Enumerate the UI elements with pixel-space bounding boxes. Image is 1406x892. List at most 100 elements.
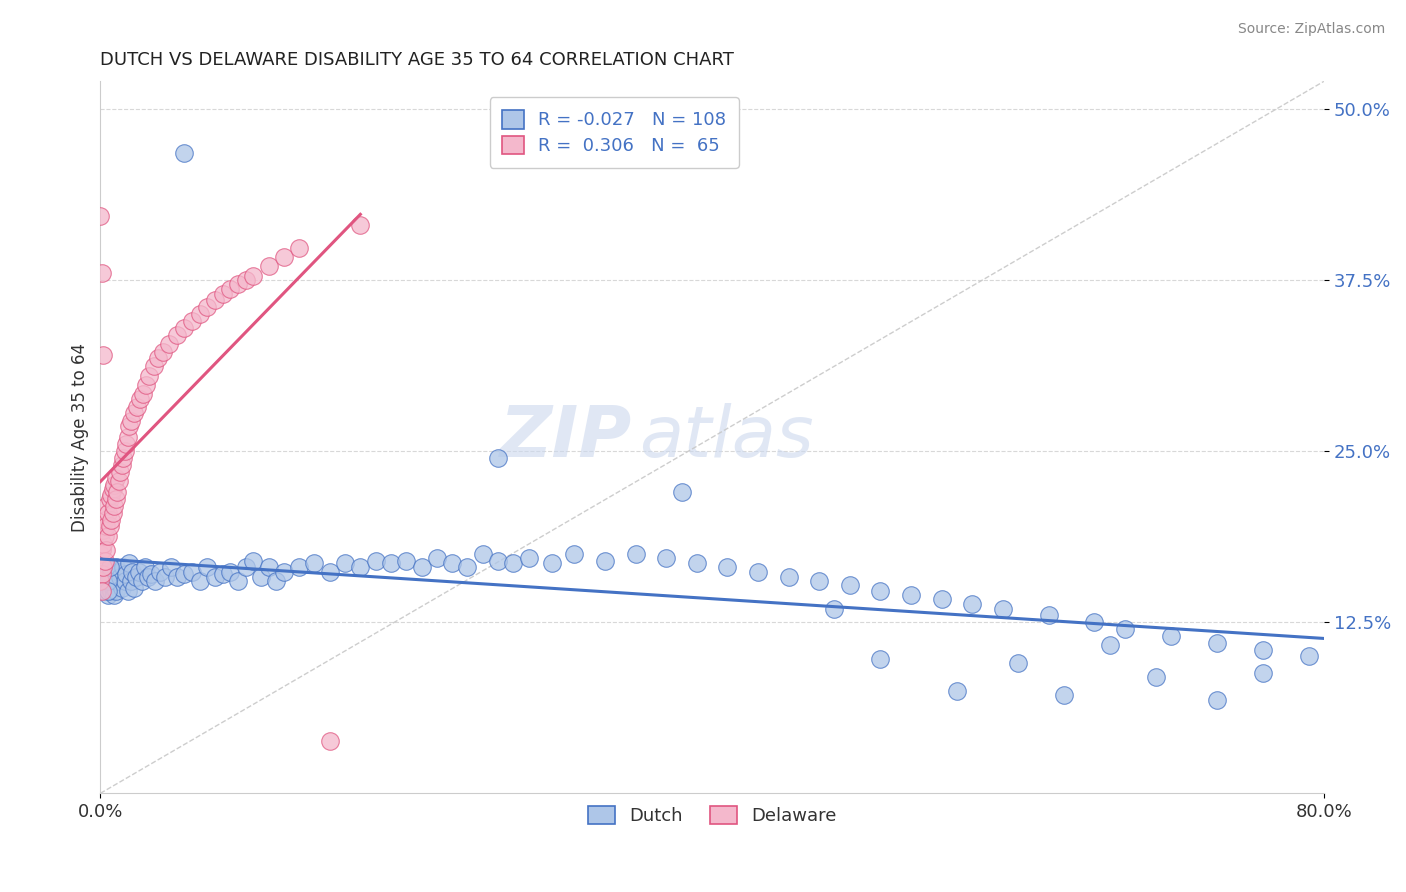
Point: [96, 499, 118, 513]
Point: [1251, 642, 1274, 657]
Point: [288, 241, 311, 255]
Point: [94, 553, 117, 567]
Point: [211, 286, 233, 301]
Point: [716, 560, 738, 574]
Text: ZIP: ZIP: [501, 403, 633, 472]
Point: [142, 359, 165, 373]
Point: [124, 570, 146, 584]
Point: [235, 273, 257, 287]
Point: [257, 560, 280, 574]
Point: [188, 307, 211, 321]
Point: [1098, 639, 1121, 653]
Point: [197, 560, 219, 574]
Point: [101, 506, 124, 520]
Point: [114, 444, 136, 458]
Point: [111, 581, 134, 595]
Point: [686, 557, 709, 571]
Point: [139, 567, 162, 582]
Point: [502, 557, 524, 571]
Point: [129, 392, 152, 406]
Point: [153, 570, 176, 584]
Point: [1298, 649, 1320, 664]
Point: [98, 491, 121, 506]
Point: [304, 557, 326, 571]
Point: [97, 529, 120, 543]
Point: [747, 565, 769, 579]
Point: [152, 345, 174, 359]
Point: [671, 485, 693, 500]
Point: [540, 557, 562, 571]
Point: [226, 574, 249, 588]
Point: [486, 553, 509, 567]
Point: [960, 598, 983, 612]
Point: [242, 268, 264, 283]
Point: [89, 574, 111, 588]
Point: [204, 570, 226, 584]
Point: [250, 570, 273, 584]
Text: Source: ZipAtlas.com: Source: ZipAtlas.com: [1237, 22, 1385, 37]
Point: [134, 560, 156, 574]
Point: [97, 583, 120, 598]
Point: [838, 578, 860, 592]
Point: [226, 277, 249, 291]
Point: [104, 491, 127, 506]
Point: [93, 348, 115, 362]
Point: [110, 465, 132, 479]
Point: [112, 560, 135, 574]
Point: [242, 553, 264, 567]
Point: [288, 560, 311, 574]
Point: [100, 488, 122, 502]
Point: [94, 583, 117, 598]
Text: atlas: atlas: [638, 403, 813, 472]
Point: [319, 565, 342, 579]
Point: [93, 574, 115, 588]
Point: [90, 567, 112, 582]
Point: [380, 557, 402, 571]
Point: [135, 378, 157, 392]
Point: [96, 570, 118, 584]
Point: [219, 565, 242, 579]
Point: [89, 209, 111, 223]
Point: [173, 567, 195, 582]
Point: [655, 550, 678, 565]
Point: [204, 293, 226, 308]
Point: [411, 560, 433, 574]
Point: [107, 565, 129, 579]
Text: DUTCH VS DELAWARE DISABILITY AGE 35 TO 64 CORRELATION CHART: DUTCH VS DELAWARE DISABILITY AGE 35 TO 6…: [100, 51, 734, 69]
Point: [564, 547, 586, 561]
Point: [197, 300, 219, 314]
Point: [96, 578, 118, 592]
Point: [103, 570, 125, 584]
Point: [104, 583, 127, 598]
Point: [149, 565, 172, 579]
Point: [931, 591, 953, 606]
Point: [173, 145, 195, 160]
Point: [100, 583, 122, 598]
Point: [93, 537, 115, 551]
Point: [90, 583, 112, 598]
Point: [1160, 629, 1182, 643]
Point: [132, 386, 155, 401]
Point: [101, 581, 124, 595]
Point: [104, 560, 127, 574]
Point: [456, 560, 478, 574]
Point: [181, 314, 204, 328]
Point: [145, 574, 167, 588]
Point: [1114, 622, 1136, 636]
Point: [104, 471, 127, 485]
Point: [778, 570, 800, 584]
Point: [122, 581, 145, 595]
Point: [89, 547, 111, 561]
Point: [118, 557, 141, 571]
Point: [517, 550, 540, 565]
Point: [148, 351, 170, 365]
Point: [136, 570, 159, 584]
Point: [808, 574, 831, 588]
Point: [991, 601, 1014, 615]
Point: [98, 560, 121, 574]
Point: [98, 574, 121, 588]
Point: [333, 557, 356, 571]
Point: [100, 567, 122, 582]
Point: [173, 320, 195, 334]
Point: [426, 550, 449, 565]
